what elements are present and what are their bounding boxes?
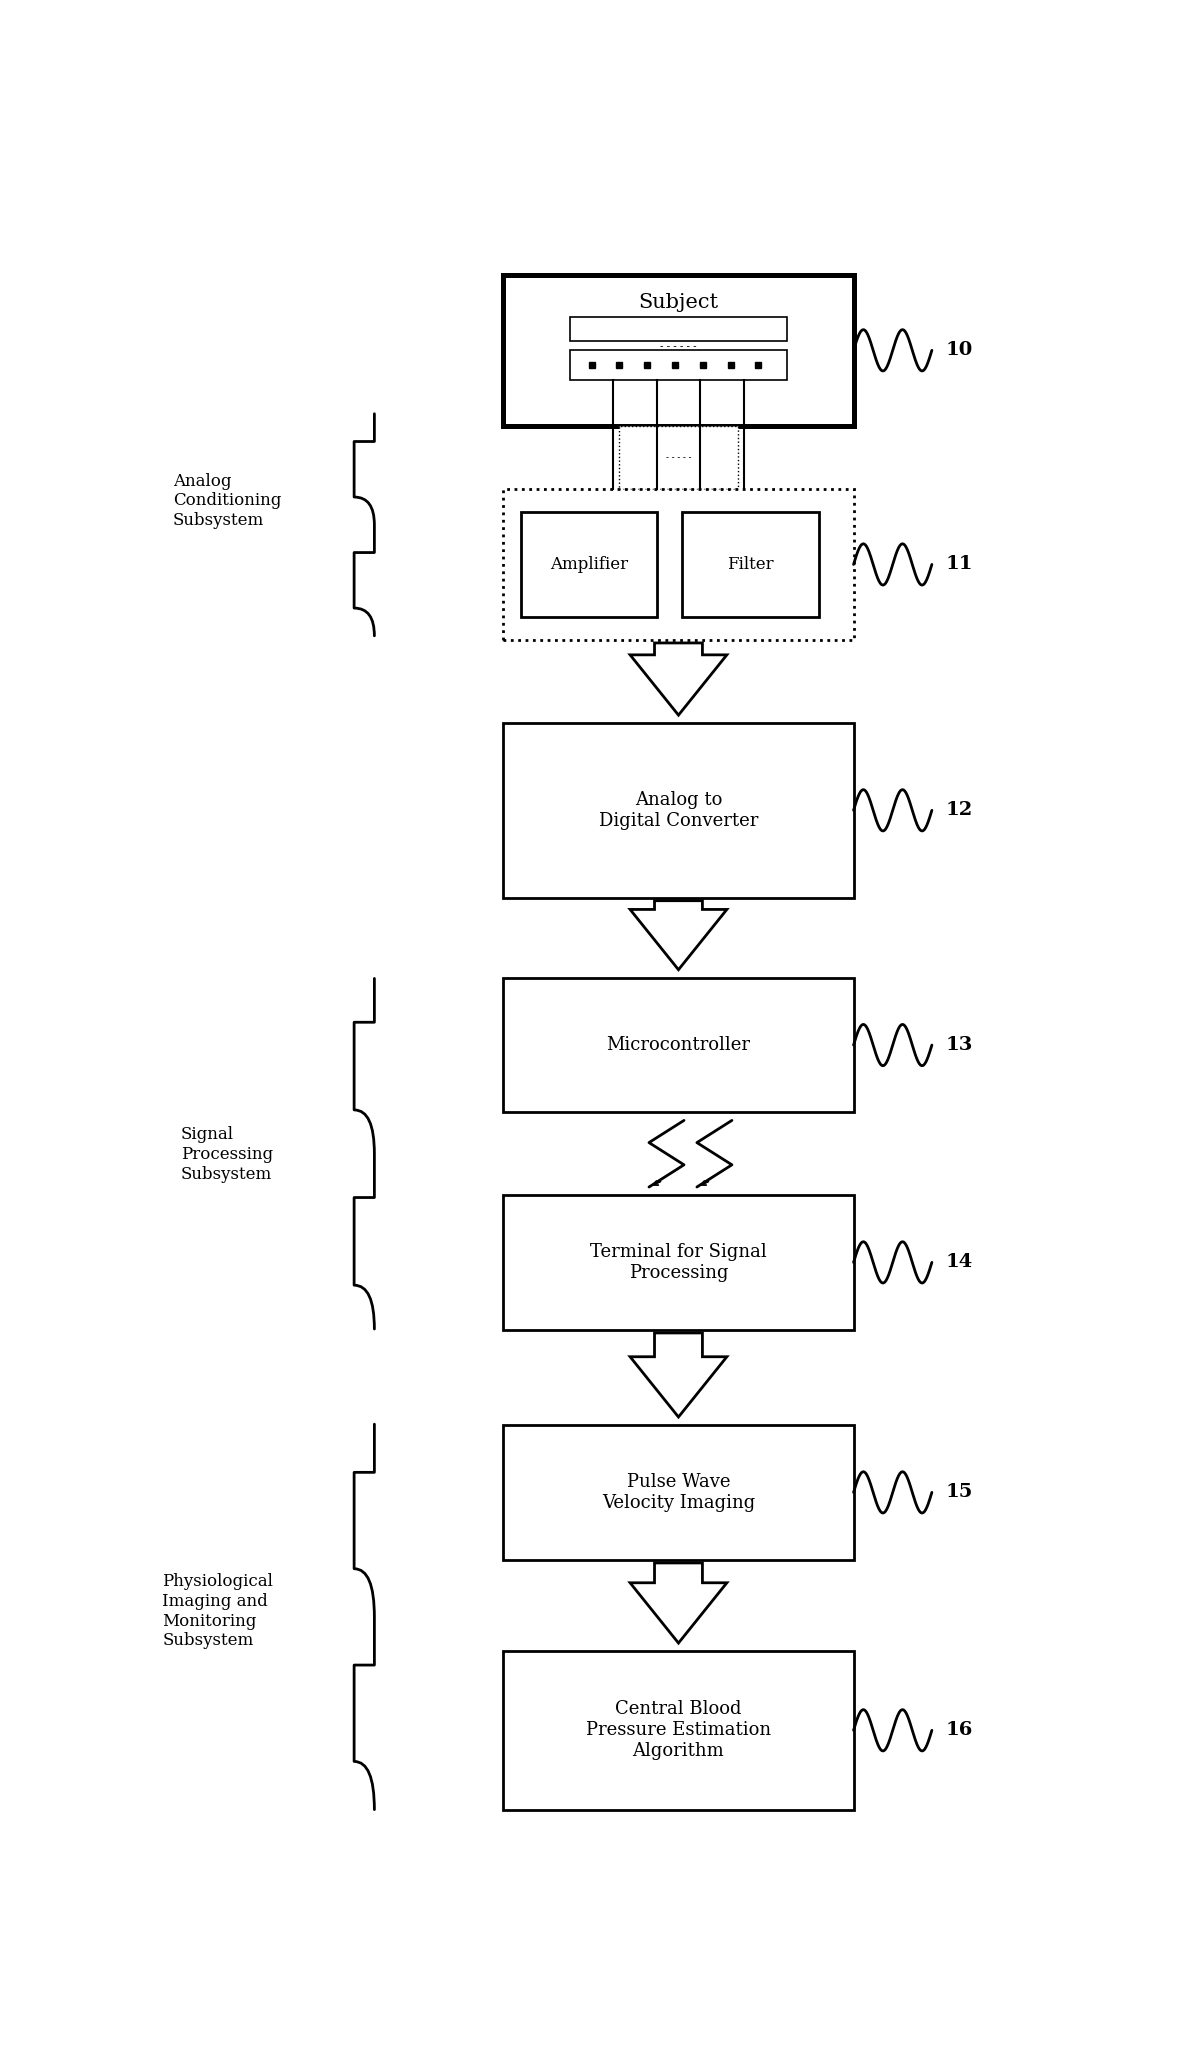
Text: - - - - -: - - - - - xyxy=(666,453,691,461)
Text: 14: 14 xyxy=(945,1252,973,1271)
Text: Central Blood
Pressure Estimation
Algorithm: Central Blood Pressure Estimation Algori… xyxy=(586,1700,770,1759)
Bar xyxy=(521,511,658,618)
Polygon shape xyxy=(630,643,726,715)
Bar xyxy=(503,274,854,426)
Text: Filter: Filter xyxy=(726,556,774,573)
Polygon shape xyxy=(630,900,726,970)
Polygon shape xyxy=(630,1564,726,1644)
Text: Analog
Conditioning
Subsystem: Analog Conditioning Subsystem xyxy=(172,474,281,529)
Text: Signal
Processing
Subsystem: Signal Processing Subsystem xyxy=(181,1127,273,1182)
Text: 10: 10 xyxy=(945,342,973,358)
Bar xyxy=(682,511,818,618)
Bar xyxy=(618,426,738,488)
Text: Amplifier: Amplifier xyxy=(551,556,628,573)
Text: Subject: Subject xyxy=(638,293,718,311)
Text: Physiological
Imaging and
Monitoring
Subsystem: Physiological Imaging and Monitoring Sub… xyxy=(162,1574,273,1650)
Text: 13: 13 xyxy=(945,1036,973,1055)
Text: Microcontroller: Microcontroller xyxy=(606,1036,750,1055)
Text: 15: 15 xyxy=(945,1483,973,1502)
Bar xyxy=(503,1195,854,1331)
Text: 12: 12 xyxy=(945,801,973,820)
Text: - - - - - -: - - - - - - xyxy=(660,340,697,350)
Text: 16: 16 xyxy=(945,1722,973,1739)
Bar xyxy=(570,317,787,342)
Bar xyxy=(503,978,854,1112)
Text: Analog to
Digital Converter: Analog to Digital Converter xyxy=(599,791,759,830)
Text: Pulse Wave
Velocity Imaging: Pulse Wave Velocity Imaging xyxy=(602,1473,755,1512)
Bar xyxy=(503,1426,854,1559)
Bar xyxy=(570,350,787,381)
Bar xyxy=(503,488,854,641)
Text: Terminal for Signal
Processing: Terminal for Signal Processing xyxy=(590,1242,767,1281)
Polygon shape xyxy=(630,1333,726,1417)
Bar xyxy=(503,1650,854,1809)
Bar xyxy=(503,723,854,898)
Text: 11: 11 xyxy=(945,556,974,573)
